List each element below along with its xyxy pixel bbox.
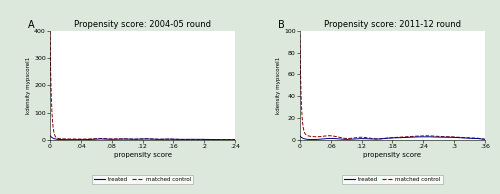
Legend: treated, matched control: treated, matched control — [92, 175, 193, 184]
Text: B: B — [278, 20, 284, 30]
Legend: treated, matched control: treated, matched control — [342, 175, 443, 184]
Title: Propensity score: 2011-12 round: Propensity score: 2011-12 round — [324, 20, 461, 29]
Title: Propensity score: 2004-05 round: Propensity score: 2004-05 round — [74, 20, 211, 29]
Text: A: A — [28, 20, 34, 30]
X-axis label: propensity score: propensity score — [114, 152, 172, 158]
X-axis label: propensity score: propensity score — [364, 152, 422, 158]
Y-axis label: kdensity mypscoreI1: kdensity mypscoreI1 — [26, 57, 32, 114]
Y-axis label: kdensity mypscoreI1: kdensity mypscoreI1 — [276, 57, 281, 114]
